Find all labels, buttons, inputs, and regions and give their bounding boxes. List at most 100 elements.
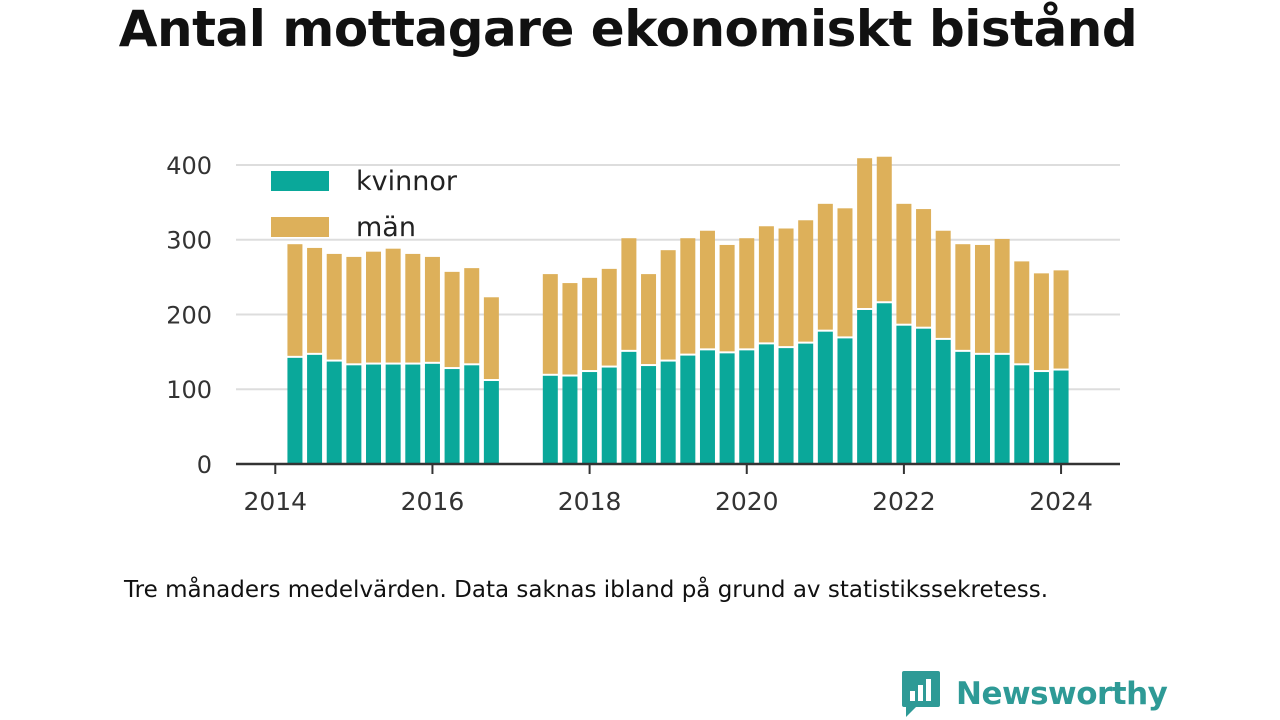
y-tick-label: 300 bbox=[166, 227, 212, 255]
bar-kvinnor bbox=[1033, 372, 1049, 464]
bar-man bbox=[621, 238, 637, 350]
bar-man bbox=[385, 248, 401, 363]
bar-kvinnor bbox=[385, 364, 401, 464]
bar-kvinnor bbox=[405, 364, 421, 464]
bar-kvinnor bbox=[621, 351, 637, 464]
bar-man bbox=[1014, 261, 1030, 364]
bar-man bbox=[680, 238, 696, 354]
brand: Newsworthy bbox=[900, 668, 1168, 720]
bar-kvinnor bbox=[916, 328, 932, 464]
legend-label: kvinnor bbox=[356, 166, 458, 197]
bar-man bbox=[444, 271, 460, 368]
bar-man bbox=[916, 209, 932, 327]
bar-kvinnor bbox=[699, 350, 715, 464]
bar-kvinnor bbox=[287, 357, 303, 464]
x-tick-label: 2014 bbox=[243, 487, 307, 516]
bar-man bbox=[287, 244, 303, 356]
bar-kvinnor bbox=[798, 343, 814, 464]
legend-swatch bbox=[271, 217, 329, 237]
bar-kvinnor bbox=[876, 303, 892, 464]
bar-kvinnor bbox=[1053, 370, 1069, 464]
bar-man bbox=[935, 230, 951, 338]
bar-kvinnor bbox=[444, 369, 460, 464]
legend-label: män bbox=[356, 212, 416, 243]
x-tick-label: 2018 bbox=[558, 487, 622, 516]
bar-man bbox=[641, 274, 657, 365]
bar-man bbox=[542, 274, 558, 374]
y-tick-label: 100 bbox=[166, 376, 212, 404]
legend: kvinnor män bbox=[271, 166, 458, 243]
gridlines bbox=[236, 163, 1120, 391]
bar-man bbox=[778, 228, 794, 347]
bar-kvinnor bbox=[974, 354, 990, 464]
chart-note: Tre månaders medelvärden. Data saknas ib… bbox=[124, 577, 1049, 603]
bar-man bbox=[994, 238, 1010, 353]
bar-man bbox=[582, 277, 598, 371]
bar-kvinnor bbox=[680, 355, 696, 464]
bar-kvinnor bbox=[424, 363, 440, 464]
bar-kvinnor bbox=[601, 367, 617, 464]
y-tick-label: 200 bbox=[166, 301, 212, 329]
legend-swatch bbox=[271, 171, 329, 191]
bar-man bbox=[739, 238, 755, 349]
bar-man bbox=[424, 256, 440, 362]
bar-kvinnor bbox=[719, 353, 735, 464]
bar-kvinnor bbox=[994, 354, 1010, 464]
axes: 0 100 200 300 400 2014 2016 2018 2020 2022 2024 bbox=[166, 152, 1120, 516]
x-tick-label: 2024 bbox=[1029, 487, 1093, 516]
bar-kvinnor bbox=[641, 366, 657, 464]
bar-man bbox=[817, 203, 833, 330]
bar-kvinnor bbox=[542, 375, 558, 464]
bar-man bbox=[483, 297, 499, 380]
bar-kvinnor bbox=[346, 365, 362, 464]
bar-kvinnor bbox=[817, 331, 833, 464]
bar-man bbox=[1053, 270, 1069, 369]
bar-man bbox=[326, 253, 342, 360]
bar-man bbox=[974, 244, 990, 353]
bar-man bbox=[1033, 273, 1049, 371]
newsworthy-logo-icon bbox=[902, 671, 940, 717]
bar-kvinnor bbox=[837, 338, 853, 464]
bar-kvinnor bbox=[582, 372, 598, 464]
bar-kvinnor bbox=[739, 350, 755, 464]
bar-man bbox=[601, 268, 617, 366]
x-tick-label: 2022 bbox=[872, 487, 936, 516]
bar-man bbox=[758, 226, 774, 343]
bar-kvinnor bbox=[366, 364, 382, 464]
bar-man bbox=[955, 244, 971, 350]
bar-kvinnor bbox=[562, 376, 578, 464]
bars bbox=[287, 156, 1069, 464]
bar-kvinnor bbox=[935, 339, 951, 464]
brand-name: Newsworthy bbox=[956, 676, 1168, 712]
bar-man bbox=[876, 156, 892, 302]
bar-kvinnor bbox=[758, 344, 774, 464]
x-tick-label: 2016 bbox=[401, 487, 465, 516]
bar-man bbox=[562, 283, 578, 375]
bar-kvinnor bbox=[483, 381, 499, 464]
bar-kvinnor bbox=[307, 354, 323, 464]
y-tick-label: 0 bbox=[197, 451, 212, 479]
x-tick-label: 2020 bbox=[715, 487, 779, 516]
bar-man bbox=[896, 203, 912, 324]
bar-kvinnor bbox=[778, 348, 794, 464]
bar-man bbox=[346, 256, 362, 364]
bar-man bbox=[307, 247, 323, 353]
bar-man bbox=[699, 230, 715, 349]
bar-kvinnor bbox=[857, 309, 873, 464]
bar-kvinnor bbox=[1014, 365, 1030, 464]
y-tick-label: 400 bbox=[166, 152, 212, 180]
chart-title: Antal mottagare ekonomiskt bistånd bbox=[118, 0, 1138, 58]
bar-man bbox=[660, 250, 676, 360]
bar-kvinnor bbox=[955, 351, 971, 464]
bar-man bbox=[464, 268, 480, 364]
bar-kvinnor bbox=[660, 361, 676, 464]
bar-man bbox=[798, 220, 814, 342]
bar-kvinnor bbox=[464, 365, 480, 464]
bar-man bbox=[405, 253, 421, 363]
bar-man bbox=[366, 251, 382, 363]
bar-man bbox=[857, 158, 873, 308]
bar-man bbox=[837, 208, 853, 337]
bar-kvinnor bbox=[896, 325, 912, 464]
bar-man bbox=[719, 244, 735, 352]
